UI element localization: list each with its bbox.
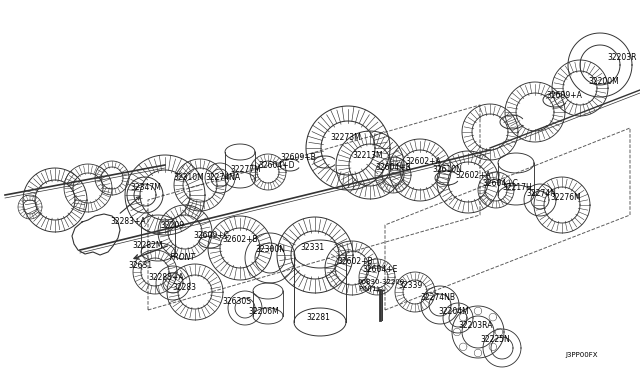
Text: 32203R: 32203R	[607, 54, 637, 62]
Text: 32602+B: 32602+B	[222, 235, 258, 244]
Text: 32273M: 32273M	[330, 134, 361, 142]
Text: 32630S: 32630S	[222, 298, 251, 307]
Text: 32225N: 32225N	[480, 336, 509, 344]
Text: 32609+C: 32609+C	[193, 231, 229, 240]
Text: 32310M: 32310M	[173, 173, 204, 183]
Text: 32604+D: 32604+D	[258, 160, 294, 170]
Text: 32283: 32283	[172, 283, 196, 292]
Text: 32274NA: 32274NA	[205, 173, 240, 183]
Text: 32604+E: 32604+E	[362, 266, 397, 275]
Text: 32276M: 32276M	[550, 193, 580, 202]
Text: 32283+A: 32283+A	[110, 218, 146, 227]
Text: 32602+B: 32602+B	[337, 257, 372, 266]
Text: 32609+A: 32609+A	[546, 92, 582, 100]
Text: 32217H: 32217H	[502, 183, 532, 192]
Text: 32347M: 32347M	[130, 183, 161, 192]
Text: 32209: 32209	[160, 221, 184, 230]
Text: J3PP00FX: J3PP00FX	[565, 352, 598, 358]
Text: 32602+A: 32602+A	[455, 170, 491, 180]
Text: 32339: 32339	[398, 280, 422, 289]
Text: 32277M: 32277M	[230, 166, 260, 174]
Text: FRONT: FRONT	[170, 253, 196, 263]
Text: 32213M: 32213M	[352, 151, 383, 160]
Text: 32604+C: 32604+C	[482, 179, 518, 187]
Text: 32204M: 32204M	[438, 308, 468, 317]
Text: 32281: 32281	[306, 314, 330, 323]
Text: 32631: 32631	[128, 260, 152, 269]
Text: 32609+B: 32609+B	[280, 154, 316, 163]
Text: 32331: 32331	[300, 244, 324, 253]
Text: 32200M: 32200M	[588, 77, 619, 87]
Text: 32300N: 32300N	[255, 246, 285, 254]
Text: 32203RA: 32203RA	[458, 321, 493, 330]
Text: 32283+A: 32283+A	[148, 273, 184, 282]
Text: 32282M: 32282M	[132, 241, 163, 250]
Text: 32274N: 32274N	[526, 189, 556, 198]
Text: 32604+B: 32604+B	[375, 164, 411, 173]
Text: 32206M: 32206M	[248, 308, 279, 317]
Text: 32274NB: 32274NB	[420, 294, 455, 302]
Text: 00830-32200
PIN(1): 00830-32200 PIN(1)	[358, 279, 405, 292]
Text: 32602+A: 32602+A	[405, 157, 441, 167]
Text: 32610N: 32610N	[432, 166, 462, 174]
